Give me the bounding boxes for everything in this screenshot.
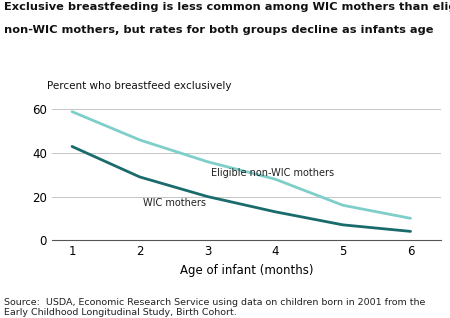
Text: Percent who breastfeed exclusively: Percent who breastfeed exclusively — [47, 81, 232, 91]
Text: Exclusive breastfeeding is less common among WIC mothers than eligible: Exclusive breastfeeding is less common a… — [4, 2, 450, 11]
Text: non-WIC mothers, but rates for both groups decline as infants age: non-WIC mothers, but rates for both grou… — [4, 25, 434, 35]
X-axis label: Age of infant (months): Age of infant (months) — [180, 264, 313, 277]
Text: WIC mothers: WIC mothers — [143, 198, 206, 208]
Text: Source:  USDA, Economic Research Service using data on children born in 2001 fro: Source: USDA, Economic Research Service … — [4, 298, 426, 317]
Text: Eligible non-WIC mothers: Eligible non-WIC mothers — [211, 168, 334, 177]
